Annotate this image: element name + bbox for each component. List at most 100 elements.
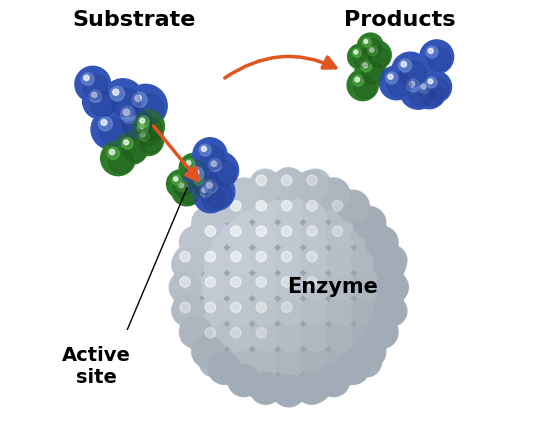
Circle shape [361, 61, 371, 72]
Circle shape [231, 277, 241, 287]
Circle shape [337, 191, 369, 222]
Circle shape [89, 90, 102, 103]
Circle shape [428, 78, 449, 100]
Circle shape [355, 55, 386, 86]
Circle shape [199, 220, 229, 250]
Circle shape [179, 183, 199, 204]
Circle shape [276, 271, 305, 301]
Circle shape [231, 251, 241, 262]
Circle shape [206, 181, 232, 208]
Circle shape [166, 170, 195, 198]
Circle shape [174, 177, 178, 181]
Circle shape [225, 245, 255, 275]
Text: Substrate: Substrate [72, 10, 196, 30]
Circle shape [225, 296, 255, 326]
Circle shape [296, 170, 328, 202]
Circle shape [205, 226, 215, 236]
Text: Enzyme: Enzyme [288, 277, 379, 297]
Circle shape [199, 347, 229, 377]
Circle shape [202, 188, 207, 193]
Circle shape [109, 149, 133, 173]
Circle shape [348, 44, 373, 69]
Circle shape [83, 74, 108, 99]
Circle shape [101, 119, 107, 126]
Circle shape [386, 72, 398, 84]
Circle shape [204, 180, 217, 193]
Circle shape [84, 75, 89, 80]
Circle shape [326, 220, 356, 250]
Circle shape [363, 41, 391, 69]
Circle shape [392, 52, 429, 89]
Circle shape [352, 49, 361, 57]
Circle shape [193, 175, 204, 185]
Circle shape [400, 72, 437, 109]
Circle shape [301, 194, 331, 225]
Circle shape [75, 66, 111, 102]
Circle shape [256, 226, 267, 236]
Circle shape [124, 112, 131, 118]
Circle shape [250, 170, 282, 202]
Circle shape [225, 194, 255, 225]
Circle shape [273, 168, 305, 200]
Circle shape [301, 169, 331, 199]
Circle shape [201, 145, 224, 169]
Circle shape [231, 328, 241, 338]
Circle shape [173, 176, 193, 196]
Circle shape [194, 179, 227, 213]
Circle shape [401, 61, 407, 67]
Circle shape [326, 321, 356, 351]
Circle shape [388, 74, 393, 79]
Circle shape [421, 84, 426, 89]
Circle shape [276, 347, 305, 377]
Circle shape [301, 321, 331, 351]
Circle shape [370, 48, 374, 52]
Circle shape [113, 99, 155, 141]
Circle shape [363, 39, 381, 57]
Circle shape [362, 62, 383, 84]
Circle shape [99, 117, 112, 131]
Circle shape [307, 175, 317, 186]
Circle shape [374, 294, 406, 326]
Circle shape [225, 220, 255, 250]
Circle shape [124, 84, 167, 127]
Circle shape [186, 161, 191, 165]
Circle shape [193, 170, 199, 175]
Circle shape [337, 352, 369, 384]
Circle shape [250, 372, 280, 402]
Circle shape [307, 226, 317, 236]
Circle shape [122, 138, 133, 149]
Circle shape [276, 169, 305, 199]
Circle shape [121, 106, 135, 121]
Circle shape [307, 277, 317, 287]
Circle shape [282, 201, 292, 211]
Circle shape [317, 364, 350, 396]
Circle shape [307, 201, 317, 211]
Circle shape [377, 271, 407, 301]
Circle shape [180, 302, 190, 312]
Circle shape [172, 248, 204, 280]
Circle shape [141, 133, 145, 137]
Circle shape [122, 109, 136, 123]
Circle shape [201, 146, 207, 152]
Circle shape [139, 131, 149, 141]
Circle shape [250, 347, 280, 377]
Circle shape [180, 251, 190, 262]
Circle shape [199, 144, 211, 156]
Circle shape [352, 245, 381, 275]
Circle shape [197, 173, 235, 210]
Circle shape [407, 79, 420, 92]
Circle shape [376, 271, 408, 303]
Circle shape [256, 302, 267, 312]
Circle shape [188, 169, 218, 199]
Circle shape [250, 296, 280, 326]
Circle shape [200, 186, 212, 197]
Circle shape [276, 372, 305, 402]
Circle shape [428, 48, 433, 53]
Circle shape [273, 375, 305, 407]
Circle shape [363, 63, 368, 68]
Circle shape [133, 125, 164, 156]
Circle shape [301, 245, 331, 275]
Circle shape [307, 251, 317, 262]
Circle shape [352, 321, 381, 351]
Circle shape [420, 71, 451, 103]
